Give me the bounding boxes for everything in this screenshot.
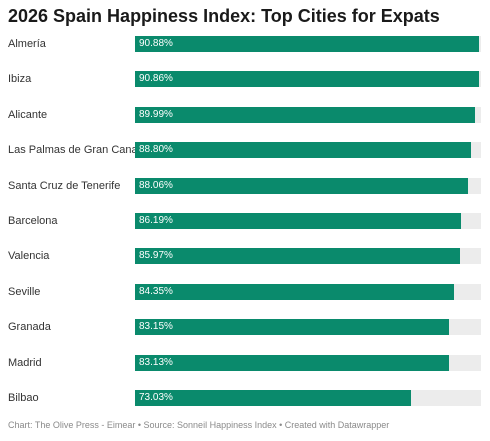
bar <box>135 248 460 265</box>
value-label: 89.99% <box>139 108 173 120</box>
bar-track: 90.88% <box>135 36 481 52</box>
bar-track: 90.86% <box>135 71 481 88</box>
bar <box>135 213 461 229</box>
bar-row: Santa Cruz de Tenerife 88.06% <box>0 177 490 214</box>
bar-track: 83.13% <box>135 354 481 371</box>
bar-track: 73.03% <box>135 390 481 406</box>
bar-row: Barcelona 86.19% <box>0 213 490 249</box>
value-label: 85.97% <box>139 250 173 262</box>
category-label: Granada <box>8 321 51 334</box>
bar <box>135 71 479 88</box>
value-label: 83.13% <box>139 356 173 368</box>
category-label: Barcelona <box>8 215 58 227</box>
category-label: Las Palmas de Gran Canaria <box>8 144 150 157</box>
bar-track: 89.99% <box>135 106 481 123</box>
value-label: 88.80% <box>139 144 173 156</box>
bar-row: Valencia 85.97% <box>0 248 490 284</box>
bar <box>135 36 479 52</box>
value-label: 83.15% <box>139 321 173 333</box>
category-label: Alicante <box>8 108 48 121</box>
value-label: 90.86% <box>139 73 173 85</box>
value-label: 73.03% <box>139 392 173 403</box>
category-label: Valencia <box>8 250 50 263</box>
bar <box>135 177 468 194</box>
bar-track: 86.19% <box>135 213 481 229</box>
category-label: Seville <box>8 285 41 298</box>
bar-track: 83.15% <box>135 319 481 336</box>
chart-title: 2026 Spain Happiness Index: Top Cities f… <box>8 6 440 26</box>
category-label: Ibiza <box>8 73 32 86</box>
bar-track: 85.97% <box>135 248 481 265</box>
bar-row: Bilbao 73.03% <box>0 390 490 426</box>
category-label: Santa Cruz de Tenerife <box>8 179 121 192</box>
bar-track: 84.35% <box>135 283 481 300</box>
category-label: Bilbao <box>8 392 39 404</box>
bar <box>135 390 411 406</box>
category-label: Madrid <box>8 356 42 369</box>
bar-row: Ibiza 90.86% <box>0 71 490 107</box>
bar-row: Almería 90.88% <box>0 36 490 72</box>
bar <box>135 354 449 371</box>
value-label: 84.35% <box>139 285 173 297</box>
value-label: 86.19% <box>139 215 173 226</box>
bar-row: Madrid 83.13% <box>0 354 490 391</box>
bar <box>135 142 471 159</box>
bar-row: Alicante 89.99% <box>0 106 490 143</box>
bar <box>135 319 449 336</box>
chart-footer: Chart: The Olive Press - Eimear • Source… <box>8 420 390 430</box>
bar <box>135 106 475 123</box>
bar-row: Seville 84.35% <box>0 283 490 320</box>
bar-row: Las Palmas de Gran Canaria 88.80% <box>0 142 490 178</box>
category-label: Almería <box>8 38 46 50</box>
bar <box>135 283 454 300</box>
bar-row: Granada 83.15% <box>0 319 490 355</box>
value-label: 88.06% <box>139 179 173 191</box>
bar-track: 88.80% <box>135 142 481 159</box>
bar-track: 88.06% <box>135 177 481 194</box>
value-label: 90.88% <box>139 38 173 49</box>
